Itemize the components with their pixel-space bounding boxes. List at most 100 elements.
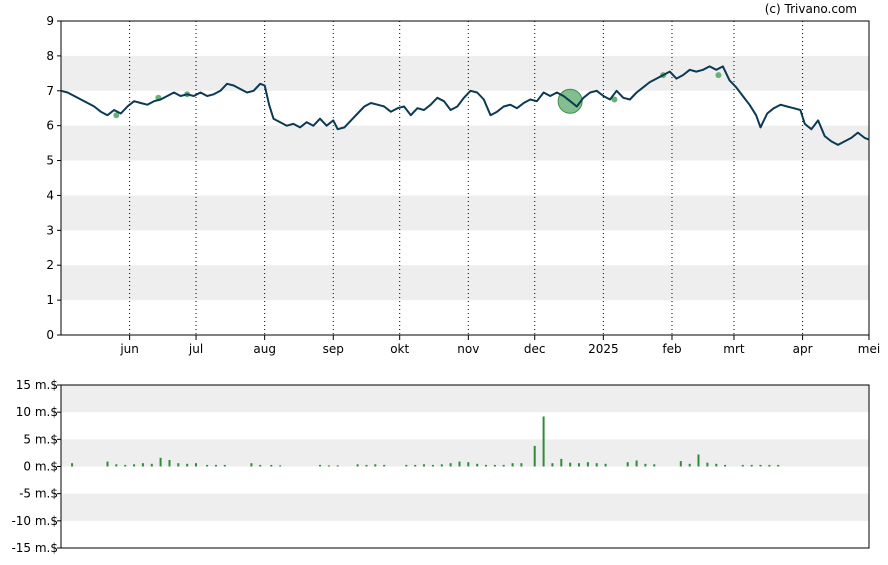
volume-bar	[124, 464, 127, 467]
volume-bar	[688, 463, 691, 467]
volume-bar	[150, 463, 153, 467]
price-x-tick-label: jul	[188, 342, 203, 356]
volume-bar	[383, 464, 386, 467]
volume-bar	[578, 463, 580, 467]
price-band	[61, 195, 869, 231]
price-y-tick-label: 3	[46, 223, 54, 237]
price-x-tick-label: okt	[390, 342, 409, 356]
volume-bar	[319, 464, 321, 467]
volume-y-tick-label: 5 m.$	[23, 432, 58, 446]
price-band	[61, 55, 869, 91]
volume-bar	[715, 463, 718, 467]
volume-bar	[644, 463, 647, 467]
price-chart: 0 1 2 3 4 5 6 7 8 9 jun jul aug sep okt nov dec 2025 feb mr…	[46, 14, 880, 356]
price-x-tick-label: aug	[253, 342, 276, 356]
volume-bar	[71, 463, 74, 467]
volume-bar	[206, 464, 209, 467]
volume-bar	[423, 464, 425, 467]
volume-bar	[679, 461, 682, 467]
volume-bar	[467, 462, 470, 467]
credit-label: (c) Trivano.com	[765, 2, 857, 16]
volume-bar	[440, 464, 443, 467]
price-y-tick-label: 8	[46, 49, 54, 63]
volume-bar	[270, 464, 273, 467]
price-y-tick-label: 4	[46, 188, 54, 202]
price-x-tick-label: nov	[457, 342, 479, 356]
price-x-tick-label: feb	[662, 342, 681, 356]
volume-bar	[595, 463, 598, 467]
volume-bar	[336, 465, 339, 467]
volume-bar	[635, 460, 638, 467]
volume-bar	[741, 464, 744, 467]
price-marker	[611, 96, 618, 103]
price-y-tick-label: 2	[46, 258, 54, 272]
volume-bar	[177, 463, 180, 467]
price-x-tick-label: sep	[323, 342, 344, 356]
volume-bar	[106, 461, 109, 467]
price-marker	[113, 112, 120, 119]
volume-y-tick-label: -15 m.$	[11, 541, 58, 555]
volume-bar	[759, 464, 762, 467]
volume-band	[61, 493, 869, 521]
volume-bar	[458, 461, 461, 467]
volume-bar	[493, 464, 496, 467]
volume-bar	[168, 460, 171, 467]
volume-bar	[520, 463, 523, 467]
volume-bar	[133, 464, 136, 467]
volume-bar	[259, 464, 262, 467]
price-y-tick-label: 9	[46, 14, 54, 28]
price-marker	[715, 72, 722, 79]
price-x-tick-label: dec	[524, 342, 546, 356]
volume-bar	[449, 463, 452, 467]
volume-band	[61, 439, 869, 467]
volume-frame	[60, 384, 870, 549]
volume-bar	[115, 464, 118, 467]
volume-y-tick-label: 0 m.$	[23, 460, 58, 474]
volume-bar	[250, 463, 253, 467]
volume-bar	[768, 464, 771, 467]
price-y-tick-label: 6	[46, 119, 54, 133]
price-y-tick-label: 5	[46, 154, 54, 168]
volume-bar	[653, 464, 656, 467]
volume-bar	[223, 464, 226, 467]
volume-bar	[279, 465, 282, 467]
volume-y-tick-label: -10 m.$	[11, 514, 58, 528]
volume-bar	[569, 462, 572, 467]
volume-bar	[706, 462, 709, 467]
price-x-tick-label: apr	[793, 342, 813, 356]
price-x-tick-label: 2025	[588, 342, 619, 356]
price-x-tick-label: jun	[119, 342, 139, 356]
volume-bar	[215, 464, 217, 467]
price-y-tick-label: 7	[46, 84, 54, 98]
volume-bar	[511, 463, 514, 467]
volume-bar	[356, 464, 359, 467]
volume-bar	[141, 463, 144, 467]
volume-bar	[777, 464, 780, 467]
volume-bar	[724, 464, 727, 467]
volume-y-tick-label: 15 m.$	[16, 378, 58, 392]
price-y-tick-label: 1	[46, 293, 54, 307]
volume-y-tick-label: -5 m.$	[19, 487, 58, 501]
volume-bar	[405, 464, 408, 467]
price-y-tick-label: 0	[46, 328, 54, 342]
price-x-tick-label: mei	[858, 342, 880, 356]
volume-bar	[697, 454, 700, 467]
volume-bar	[476, 463, 479, 467]
volume-bar	[485, 464, 487, 467]
volume-bar	[586, 462, 589, 467]
volume-bar	[414, 464, 417, 467]
volume-bar	[542, 416, 545, 467]
volume-bar	[159, 457, 162, 467]
volume-bar	[533, 445, 536, 467]
price-series-line	[60, 65, 870, 146]
volume-y-tick-label: 10 m.$	[16, 405, 58, 419]
volume-bar	[186, 463, 189, 467]
price-band	[61, 265, 869, 301]
volume-bar	[374, 464, 377, 467]
volume-bar	[195, 463, 197, 467]
price-frame	[60, 20, 870, 336]
volume-chart: 15 m.$ 10 m.$ 5 m.$ 0 m.$ -5 m.$ -10 m.$ -15 m…	[11, 378, 870, 555]
volume-bar	[365, 464, 368, 467]
volume-bar	[502, 464, 505, 467]
